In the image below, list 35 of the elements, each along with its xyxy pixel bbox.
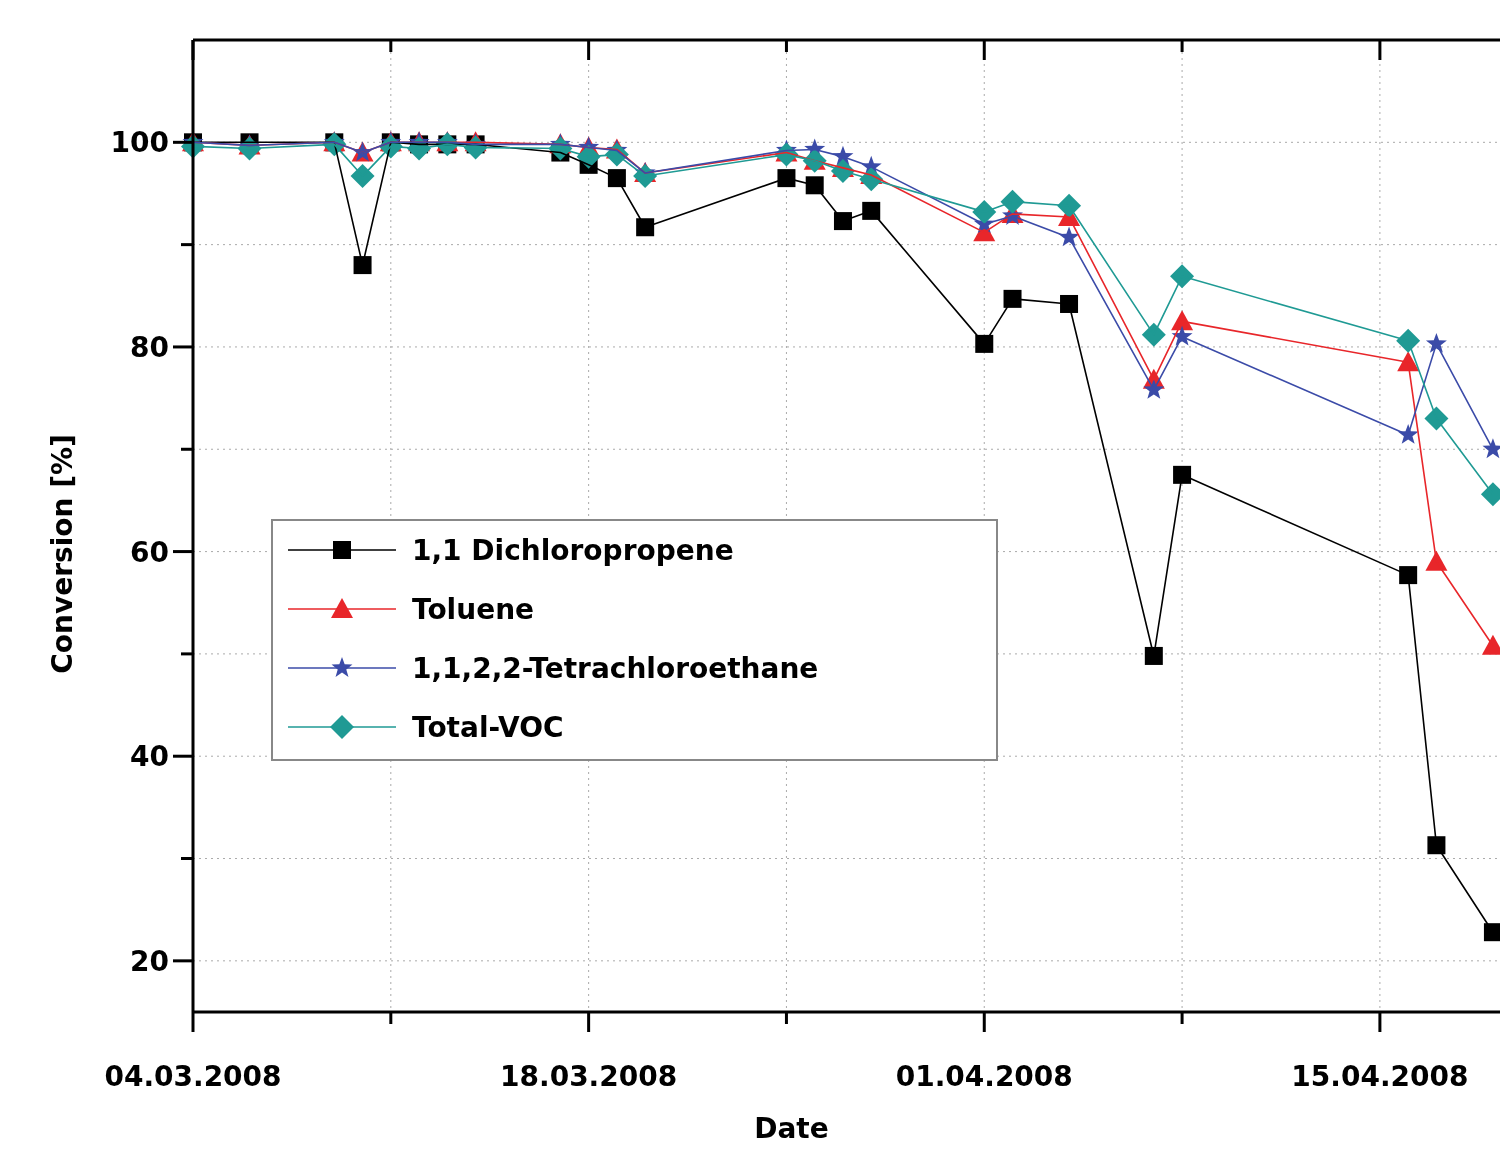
point bbox=[350, 164, 375, 189]
point bbox=[1483, 923, 1500, 942]
point bbox=[1427, 836, 1446, 855]
x-axis-title: Date bbox=[754, 1112, 829, 1145]
legend-label: Total-VOC bbox=[412, 711, 564, 744]
point bbox=[777, 169, 796, 188]
point bbox=[1399, 566, 1418, 585]
point bbox=[1060, 294, 1079, 313]
y-tick-label: 80 bbox=[130, 330, 169, 364]
point bbox=[1003, 289, 1022, 308]
legend-label: 1,1 Dichloropropene bbox=[412, 534, 734, 567]
point bbox=[1396, 328, 1421, 353]
point bbox=[636, 218, 655, 237]
point bbox=[607, 169, 626, 188]
point bbox=[1173, 465, 1192, 484]
point bbox=[1144, 646, 1163, 665]
point bbox=[1141, 322, 1166, 347]
point bbox=[833, 212, 852, 231]
y-tick-label: 40 bbox=[130, 740, 169, 774]
y-axis-title: Conversion [%] bbox=[46, 434, 79, 674]
point bbox=[1170, 264, 1195, 289]
point bbox=[353, 256, 372, 275]
point bbox=[1143, 378, 1165, 399]
point bbox=[1425, 332, 1447, 353]
x-tick-label: 04.03.2008 bbox=[104, 1060, 282, 1093]
x-tick-label: 18.03.2008 bbox=[500, 1060, 678, 1093]
x-tick-label: 15.04.2008 bbox=[1291, 1060, 1469, 1093]
x-tick-label: 01.04.2008 bbox=[895, 1060, 1073, 1093]
legend-label: Toluene bbox=[412, 593, 535, 626]
y-tick-label: 20 bbox=[130, 944, 169, 978]
y-tick-label: 100 bbox=[110, 126, 169, 160]
point bbox=[805, 176, 824, 195]
legend-label: 1,1,2,2-Tetrachloroethane bbox=[412, 652, 819, 685]
point bbox=[1424, 406, 1449, 431]
y-tick-label: 60 bbox=[130, 535, 169, 569]
